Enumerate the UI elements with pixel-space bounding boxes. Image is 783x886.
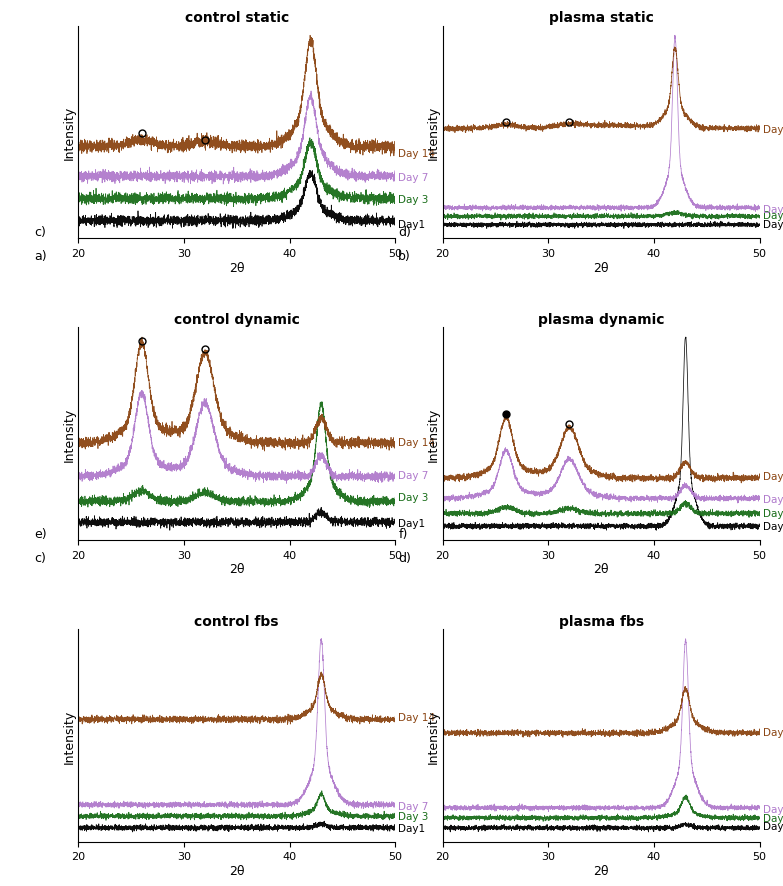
Text: Day 3: Day 3	[763, 509, 783, 518]
Text: Day 14: Day 14	[763, 727, 783, 737]
X-axis label: 2θ: 2θ	[594, 261, 609, 275]
Y-axis label: Intensity: Intensity	[427, 709, 440, 763]
Text: Day 14: Day 14	[399, 149, 435, 159]
X-axis label: 2θ: 2θ	[594, 563, 609, 576]
Title: control fbs: control fbs	[194, 614, 279, 628]
Text: Day 14: Day 14	[763, 125, 783, 135]
Text: Day1: Day1	[399, 220, 425, 229]
Text: e): e)	[34, 527, 46, 540]
Text: d): d)	[399, 226, 411, 239]
Text: Day 3: Day 3	[763, 211, 783, 222]
Text: Day 7: Day 7	[763, 804, 783, 814]
Text: Day 7: Day 7	[399, 801, 428, 811]
Title: control dynamic: control dynamic	[174, 313, 300, 327]
Text: Day 3: Day 3	[763, 813, 783, 823]
X-axis label: 2θ: 2θ	[229, 261, 244, 275]
Text: a): a)	[34, 250, 46, 262]
Text: Day 3: Day 3	[399, 493, 428, 502]
Text: Day 14: Day 14	[763, 471, 783, 482]
Title: plasma dynamic: plasma dynamic	[538, 313, 664, 327]
Text: Day1: Day1	[763, 821, 783, 832]
Text: Day 14: Day 14	[399, 438, 435, 448]
Text: Day 7: Day 7	[763, 494, 783, 505]
Title: plasma static: plasma static	[549, 12, 654, 26]
Y-axis label: Intensity: Intensity	[63, 105, 75, 159]
Text: Day1: Day1	[399, 518, 425, 528]
Text: Day 7: Day 7	[399, 470, 428, 480]
Y-axis label: Intensity: Intensity	[427, 105, 440, 159]
Text: Day1: Day1	[763, 522, 783, 532]
Text: Day 3: Day 3	[399, 195, 428, 205]
Text: Day1: Day1	[763, 220, 783, 229]
Y-axis label: Intensity: Intensity	[427, 407, 440, 462]
Text: b): b)	[399, 250, 411, 262]
Text: c): c)	[34, 226, 46, 239]
Text: Day1: Day1	[399, 823, 425, 833]
Y-axis label: Intensity: Intensity	[63, 709, 75, 763]
Title: control static: control static	[185, 12, 289, 26]
Text: Day 7: Day 7	[763, 205, 783, 214]
Title: plasma fbs: plasma fbs	[558, 614, 644, 628]
Text: Day 3: Day 3	[399, 812, 428, 821]
Text: f): f)	[399, 527, 408, 540]
Text: c): c)	[34, 551, 46, 563]
Y-axis label: Intensity: Intensity	[63, 407, 75, 462]
Text: Day 14: Day 14	[399, 711, 435, 722]
Text: Day 7: Day 7	[399, 173, 428, 183]
X-axis label: 2θ: 2θ	[229, 563, 244, 576]
X-axis label: 2θ: 2θ	[229, 864, 244, 877]
X-axis label: 2θ: 2θ	[594, 864, 609, 877]
Text: d): d)	[399, 551, 411, 563]
